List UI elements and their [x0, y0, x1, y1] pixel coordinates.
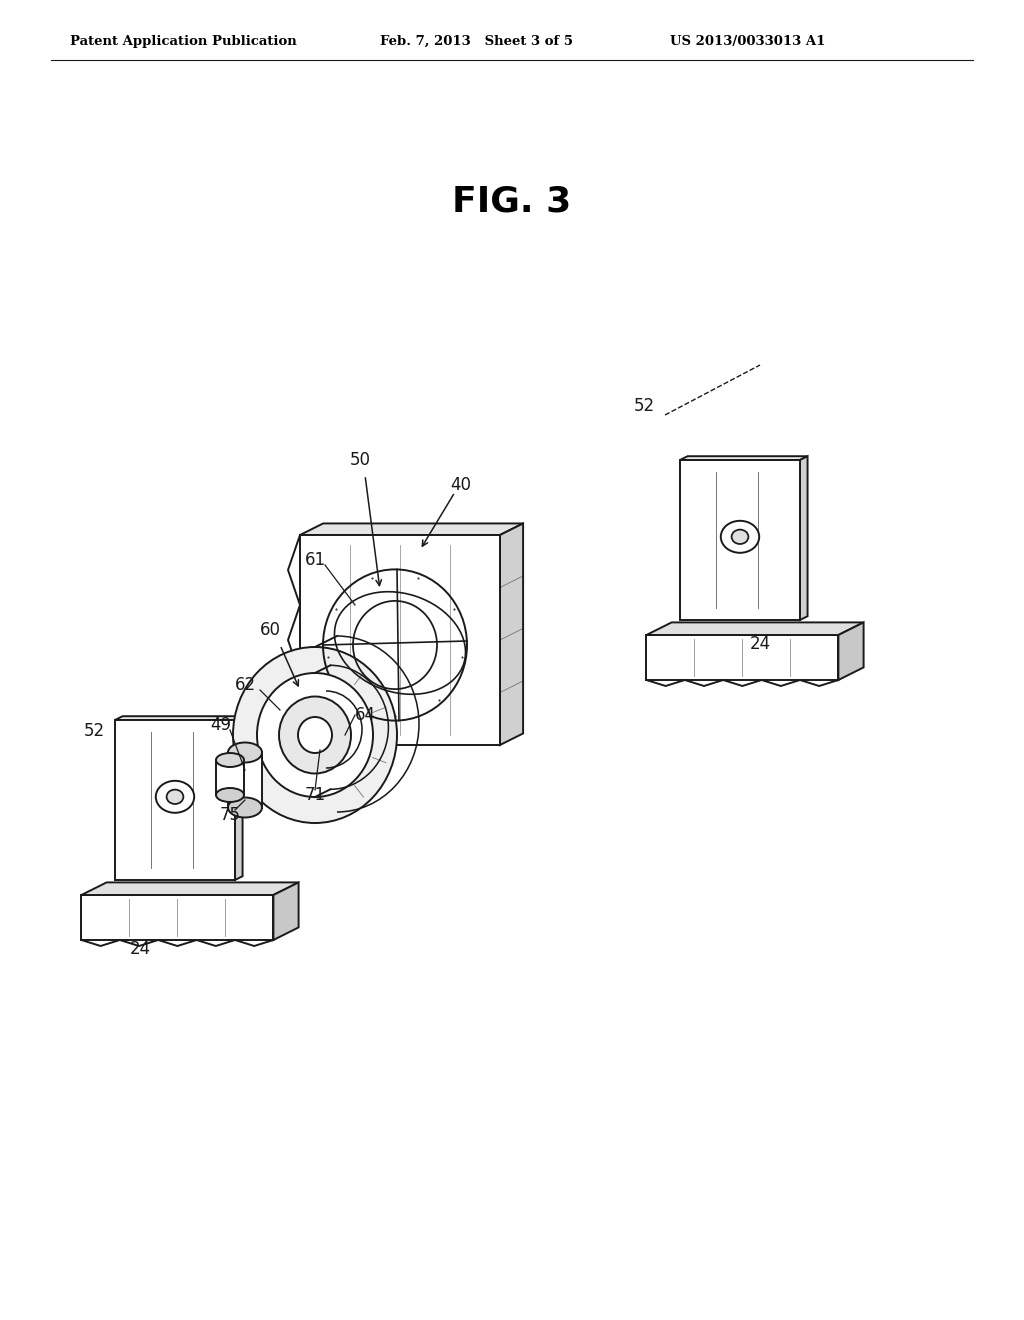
Ellipse shape: [228, 797, 262, 817]
Ellipse shape: [228, 742, 262, 763]
Polygon shape: [646, 623, 863, 635]
Polygon shape: [300, 535, 500, 744]
Polygon shape: [81, 895, 273, 940]
Text: 50: 50: [350, 451, 371, 469]
Text: 60: 60: [260, 620, 281, 639]
Ellipse shape: [721, 521, 759, 553]
Text: 61: 61: [305, 550, 326, 569]
Ellipse shape: [216, 788, 244, 803]
Ellipse shape: [298, 717, 332, 752]
Polygon shape: [115, 719, 234, 880]
Text: 52: 52: [634, 397, 655, 414]
Polygon shape: [115, 717, 243, 719]
Ellipse shape: [156, 781, 195, 813]
Text: Feb. 7, 2013   Sheet 3 of 5: Feb. 7, 2013 Sheet 3 of 5: [380, 36, 573, 48]
Polygon shape: [228, 752, 262, 808]
Polygon shape: [646, 635, 839, 680]
Text: US 2013/0033013 A1: US 2013/0033013 A1: [670, 36, 825, 48]
Polygon shape: [216, 760, 244, 795]
Text: 52: 52: [84, 722, 105, 741]
Polygon shape: [800, 457, 808, 620]
Polygon shape: [273, 882, 299, 940]
Ellipse shape: [233, 647, 397, 822]
Ellipse shape: [167, 789, 183, 804]
Polygon shape: [300, 524, 523, 535]
Text: 62: 62: [234, 676, 256, 694]
Text: 40: 40: [450, 477, 471, 494]
Text: 71: 71: [305, 785, 326, 804]
Polygon shape: [234, 717, 243, 880]
Text: 24: 24: [130, 940, 152, 958]
Text: FIG. 3: FIG. 3: [453, 185, 571, 219]
Text: 24: 24: [750, 635, 771, 653]
Text: 49: 49: [210, 715, 231, 734]
Polygon shape: [680, 459, 800, 620]
Text: 64: 64: [355, 706, 376, 723]
Ellipse shape: [279, 697, 351, 774]
Polygon shape: [500, 524, 523, 744]
Text: 75: 75: [220, 807, 241, 824]
Ellipse shape: [731, 529, 749, 544]
Polygon shape: [839, 623, 863, 680]
Ellipse shape: [257, 673, 373, 797]
Polygon shape: [680, 457, 808, 459]
Ellipse shape: [216, 752, 244, 767]
Text: Patent Application Publication: Patent Application Publication: [70, 36, 297, 48]
Polygon shape: [81, 882, 299, 895]
